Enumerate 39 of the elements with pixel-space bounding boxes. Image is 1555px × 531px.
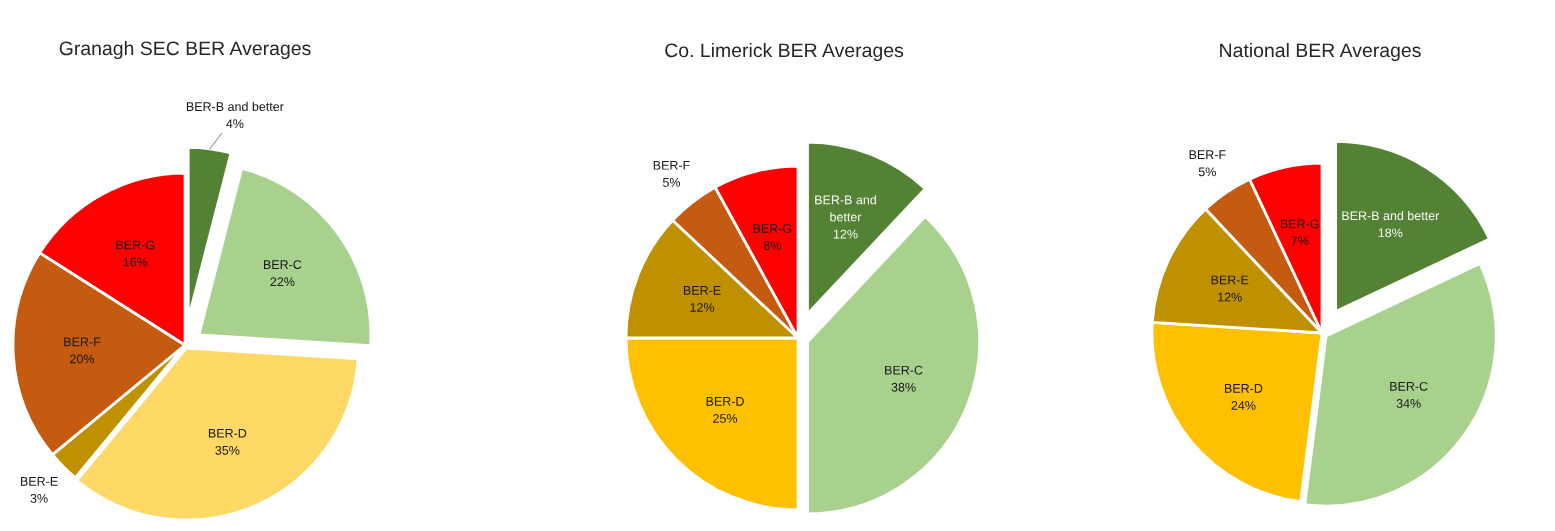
slice-label: BER-G [753, 224, 792, 233]
slice-label: BER-D [208, 428, 247, 438]
data-label: 24% [1231, 401, 1256, 410]
data-label: 8% [763, 241, 781, 250]
data-label: 4% [226, 119, 244, 129]
data-label: 7% [1291, 236, 1309, 246]
chart-title: Co. Limerick BER Averages [665, 42, 904, 62]
slice-label: BER-F [1189, 150, 1226, 159]
slice-label: BER-D [706, 397, 744, 406]
data-label: 16% [123, 257, 148, 267]
data-label: 18% [1378, 228, 1403, 238]
slice-label: BER-E [1211, 275, 1249, 285]
chart-title: Granagh SEC BER Averages [59, 40, 311, 60]
slice-label: BER-F [64, 337, 101, 347]
data-label: 35% [215, 445, 240, 455]
chart-title: National BER Averages [1220, 42, 1421, 62]
slice-label: BER-E [20, 477, 58, 486]
data-label: 20% [70, 354, 95, 364]
slice-label: BER-B and better [815, 195, 876, 222]
slice-label: BER-C [885, 365, 923, 375]
data-label: 25% [713, 414, 738, 423]
slice-label: BER-G [1280, 219, 1319, 229]
data-label: 38% [891, 382, 916, 392]
data-label: 22% [270, 277, 295, 287]
data-label: 3% [30, 493, 48, 503]
data-label: 12% [690, 303, 715, 312]
slice-label: BER-F [653, 161, 690, 170]
slice-label: BER-B and better [1342, 210, 1440, 221]
slice-label: BER-C [263, 260, 302, 270]
data-label: 12% [833, 229, 858, 239]
data-label: 5% [1198, 167, 1216, 177]
data-label: 5% [662, 178, 681, 187]
slice-label: BER-E [683, 286, 721, 295]
slice-label: BER-C [1390, 381, 1428, 391]
slice-label: BER-D [1224, 384, 1263, 393]
data-label: 12% [1218, 292, 1242, 302]
data-label: 34% [1396, 399, 1421, 408]
slice-label: BER-B and better [186, 101, 284, 112]
slice-label: BER-G [116, 240, 155, 250]
